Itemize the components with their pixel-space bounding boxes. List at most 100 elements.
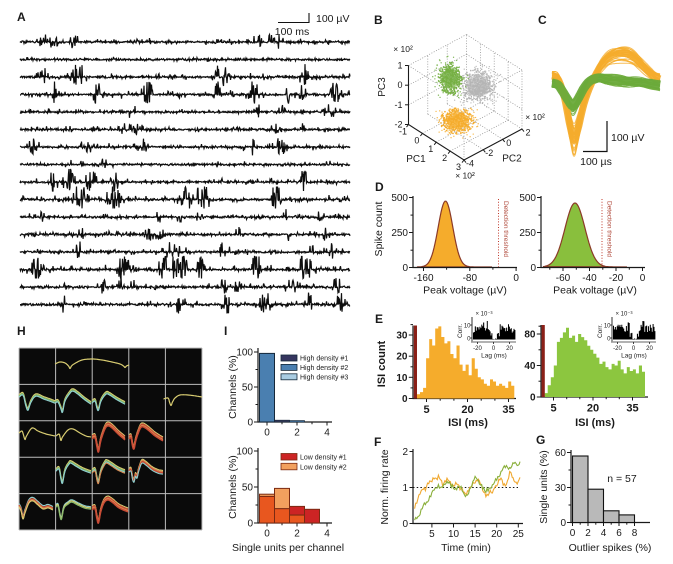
svg-text:20: 20 <box>461 404 473 416</box>
svg-text:0: 0 <box>467 337 471 343</box>
svg-text:250: 250 <box>391 228 408 239</box>
svg-text:50: 50 <box>242 483 254 494</box>
svg-text:Corr.: Corr. <box>597 324 604 338</box>
svg-text:Lag (ms): Lag (ms) <box>621 353 647 360</box>
svg-text:Detection threshold: Detection threshold <box>502 201 509 257</box>
svg-text:0: 0 <box>402 263 408 274</box>
svg-text:4: 4 <box>324 529 330 540</box>
svg-text:0: 0 <box>607 337 611 343</box>
svg-text:Peak voltage (µV): Peak voltage (µV) <box>553 285 637 297</box>
svg-text:3: 3 <box>456 162 461 172</box>
svg-text:Lag (ms): Lag (ms) <box>481 353 507 360</box>
svg-text:100 ms: 100 ms <box>275 26 309 38</box>
svg-text:100 µV: 100 µV <box>611 132 645 144</box>
svg-text:2: 2 <box>294 428 300 439</box>
svg-text:0: 0 <box>530 393 536 404</box>
svg-text:10: 10 <box>604 324 611 330</box>
svg-text:Single units (%): Single units (%) <box>538 450 550 524</box>
svg-text:-40: -40 <box>582 273 597 284</box>
svg-text:C: C <box>538 13 547 27</box>
svg-text:0: 0 <box>414 135 419 145</box>
svg-text:PC2: PC2 <box>502 154 522 165</box>
svg-text:-80: -80 <box>463 273 478 284</box>
svg-text:10: 10 <box>396 373 408 384</box>
svg-text:100 µV: 100 µV <box>316 13 350 25</box>
svg-text:n = 57: n = 57 <box>607 473 637 485</box>
svg-text:PC1: PC1 <box>406 154 426 165</box>
svg-text:40: 40 <box>524 361 536 372</box>
svg-text:Low density #1: Low density #1 <box>300 455 347 462</box>
svg-text:100: 100 <box>236 348 253 359</box>
svg-text:-160: -160 <box>413 273 433 284</box>
svg-text:-1: -1 <box>399 127 407 137</box>
svg-text:4: 4 <box>324 428 330 439</box>
svg-text:A: A <box>17 10 26 24</box>
svg-text:-20: -20 <box>613 346 622 352</box>
svg-text:0: 0 <box>247 519 253 530</box>
svg-text:1: 1 <box>397 61 402 71</box>
svg-text:2: 2 <box>442 153 447 163</box>
svg-text:4: 4 <box>601 528 607 539</box>
svg-text:1: 1 <box>428 144 433 154</box>
svg-text:Channels (%): Channels (%) <box>227 355 239 419</box>
svg-text:F: F <box>374 435 381 449</box>
svg-text:0: 0 <box>397 80 402 90</box>
svg-text:60: 60 <box>555 448 567 459</box>
svg-text:-1: -1 <box>394 100 402 110</box>
svg-text:20: 20 <box>506 346 513 352</box>
svg-text:100 µs: 100 µs <box>580 156 612 168</box>
svg-text:0: 0 <box>402 519 408 530</box>
svg-text:-2: -2 <box>485 148 493 158</box>
svg-text:0: 0 <box>492 346 496 352</box>
svg-text:E: E <box>375 312 383 326</box>
svg-text:6: 6 <box>616 528 622 539</box>
svg-text:Time (min): Time (min) <box>441 542 491 554</box>
svg-text:ISI (ms): ISI (ms) <box>448 417 488 429</box>
svg-text:Peak voltage (µV): Peak voltage (µV) <box>423 285 507 297</box>
svg-text:-2: -2 <box>394 120 402 130</box>
svg-text:0: 0 <box>264 529 270 540</box>
svg-text:80: 80 <box>524 330 536 341</box>
svg-text:5: 5 <box>550 403 556 415</box>
svg-text:0: 0 <box>247 418 253 429</box>
svg-text:Low density #2: Low density #2 <box>300 464 347 471</box>
svg-text:0: 0 <box>264 428 270 439</box>
svg-text:10: 10 <box>464 324 471 330</box>
svg-text:Corr.: Corr. <box>457 324 464 338</box>
svg-text:35: 35 <box>502 404 514 416</box>
svg-text:20: 20 <box>646 346 653 352</box>
svg-text:-60: -60 <box>556 273 571 284</box>
svg-text:2: 2 <box>585 528 591 539</box>
svg-text:ISI (ms): ISI (ms) <box>575 417 615 429</box>
svg-text:30: 30 <box>396 331 408 342</box>
svg-text:× 10²: × 10² <box>455 171 475 181</box>
svg-text:ISI count: ISI count <box>376 340 388 387</box>
svg-text:0: 0 <box>530 263 536 274</box>
svg-text:2: 2 <box>294 529 300 540</box>
svg-text:50: 50 <box>242 383 254 394</box>
svg-text:× 10⁻³: × 10⁻³ <box>475 312 492 318</box>
svg-text:25: 25 <box>513 529 525 540</box>
svg-text:500: 500 <box>391 193 408 204</box>
svg-text:1: 1 <box>402 483 408 494</box>
svg-text:High density #3: High density #3 <box>300 374 348 381</box>
svg-text:20: 20 <box>491 529 503 540</box>
svg-text:D: D <box>375 180 384 194</box>
svg-text:High density #2: High density #2 <box>300 365 348 372</box>
svg-text:High density #1: High density #1 <box>300 356 348 363</box>
svg-text:8: 8 <box>632 528 638 539</box>
svg-text:I: I <box>224 324 227 338</box>
svg-text:10: 10 <box>448 529 460 540</box>
svg-text:5: 5 <box>423 404 429 416</box>
svg-text:Single units per channel: Single units per channel <box>232 542 344 554</box>
svg-text:0: 0 <box>402 394 408 405</box>
svg-text:B: B <box>374 13 383 27</box>
svg-text:G: G <box>536 433 545 447</box>
svg-text:20: 20 <box>587 403 599 415</box>
svg-text:100: 100 <box>236 447 253 458</box>
svg-text:× 10²: × 10² <box>393 44 413 54</box>
svg-text:-20: -20 <box>473 346 482 352</box>
svg-text:Outlier spikes (%): Outlier spikes (%) <box>569 542 652 554</box>
svg-text:2: 2 <box>525 128 530 138</box>
svg-text:0: 0 <box>640 273 646 284</box>
